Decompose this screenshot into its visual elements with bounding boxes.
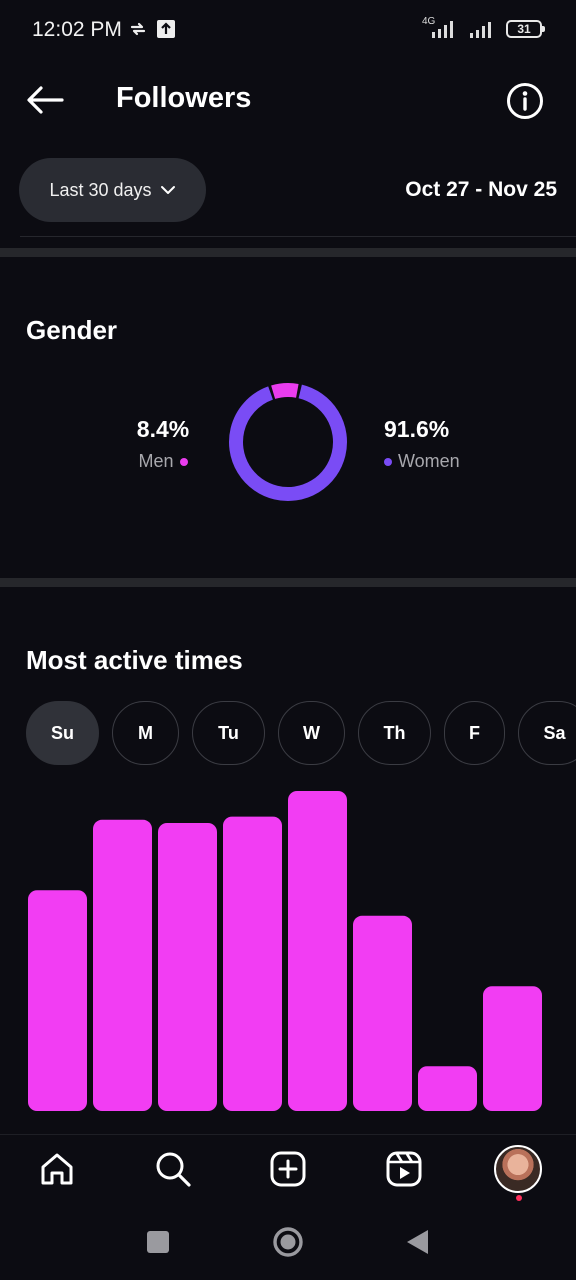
day-tab-su[interactable]: Su: [26, 701, 99, 765]
day-selector: Su M Tu W Th F Sa: [26, 701, 576, 765]
signal-icon: 4G: [422, 16, 460, 40]
chart-bar-8: [483, 986, 542, 1111]
gender-title: Gender: [26, 315, 118, 345]
day-tab-tu[interactable]: Tu: [192, 701, 265, 765]
women-percent: 91.6%: [384, 416, 450, 442]
active-times-bar-chart: [28, 791, 542, 1111]
divider: [20, 236, 576, 237]
men-segment: [229, 382, 347, 501]
reels-icon[interactable]: [384, 1149, 424, 1189]
chart-bar-4: [223, 816, 282, 1111]
day-tab-sa[interactable]: Sa: [518, 701, 576, 765]
info-button[interactable]: [506, 82, 544, 120]
men-percent: 8.4%: [136, 416, 190, 442]
header: Followers: [0, 62, 576, 138]
gender-donut-chart: [229, 382, 347, 501]
arrow-left-icon: [27, 86, 64, 114]
women-legend-dot: [384, 457, 392, 466]
chart-bar-6: [353, 915, 412, 1111]
back-button[interactable]: [404, 1228, 430, 1256]
women-segment: [229, 383, 347, 501]
men-stat: 8.4% Men: [120, 416, 206, 472]
date-range-text: Oct 27 - Nov 25: [405, 178, 557, 201]
upload-icon: [157, 20, 175, 38]
chart-bar-5: [288, 791, 347, 1111]
active-times-title: Most active times: [26, 645, 243, 675]
network-type: 4G: [422, 16, 436, 27]
wifi-signal-icon: [470, 22, 491, 38]
status-time: 12:02 PM: [32, 18, 122, 41]
women-label: Women: [398, 451, 460, 471]
search-icon[interactable]: [153, 1149, 193, 1189]
day-tab-f[interactable]: F: [444, 701, 505, 765]
chart-bar-1: [28, 890, 87, 1111]
date-range-dropdown[interactable]: Last 30 days: [19, 158, 206, 222]
section-divider: [0, 578, 576, 587]
men-label: Men: [138, 451, 174, 471]
day-tab-th[interactable]: Th: [358, 701, 431, 765]
chart-bar-3: [158, 823, 217, 1111]
home-icon[interactable]: [37, 1149, 77, 1189]
bottom-nav: [0, 1134, 576, 1212]
home-button[interactable]: [272, 1226, 304, 1258]
data-saver-icon: [130, 22, 146, 36]
women-stat: 91.6% Women: [384, 416, 470, 472]
system-nav-bar: [0, 1212, 576, 1280]
chart-bar-2: [93, 819, 152, 1111]
section-divider: [0, 248, 576, 257]
men-legend-dot: [179, 457, 188, 466]
info-icon: [507, 83, 543, 119]
notification-dot: [516, 1195, 522, 1201]
battery-level: 31: [517, 22, 531, 36]
create-icon[interactable]: [268, 1149, 308, 1189]
day-tab-w[interactable]: W: [278, 701, 345, 765]
battery-icon: 31: [506, 20, 545, 38]
recents-button[interactable]: [146, 1230, 170, 1254]
back-button[interactable]: [24, 82, 66, 118]
chart-bar-7: [418, 1066, 477, 1111]
page-title: Followers: [116, 82, 252, 114]
day-tab-m[interactable]: M: [112, 701, 179, 765]
date-range-label: Last 30 days: [49, 179, 152, 200]
profile-avatar[interactable]: [494, 1145, 542, 1193]
status-bar: 12:02 PM 4G 31: [0, 0, 576, 62]
chevron-down-icon: [160, 186, 175, 194]
